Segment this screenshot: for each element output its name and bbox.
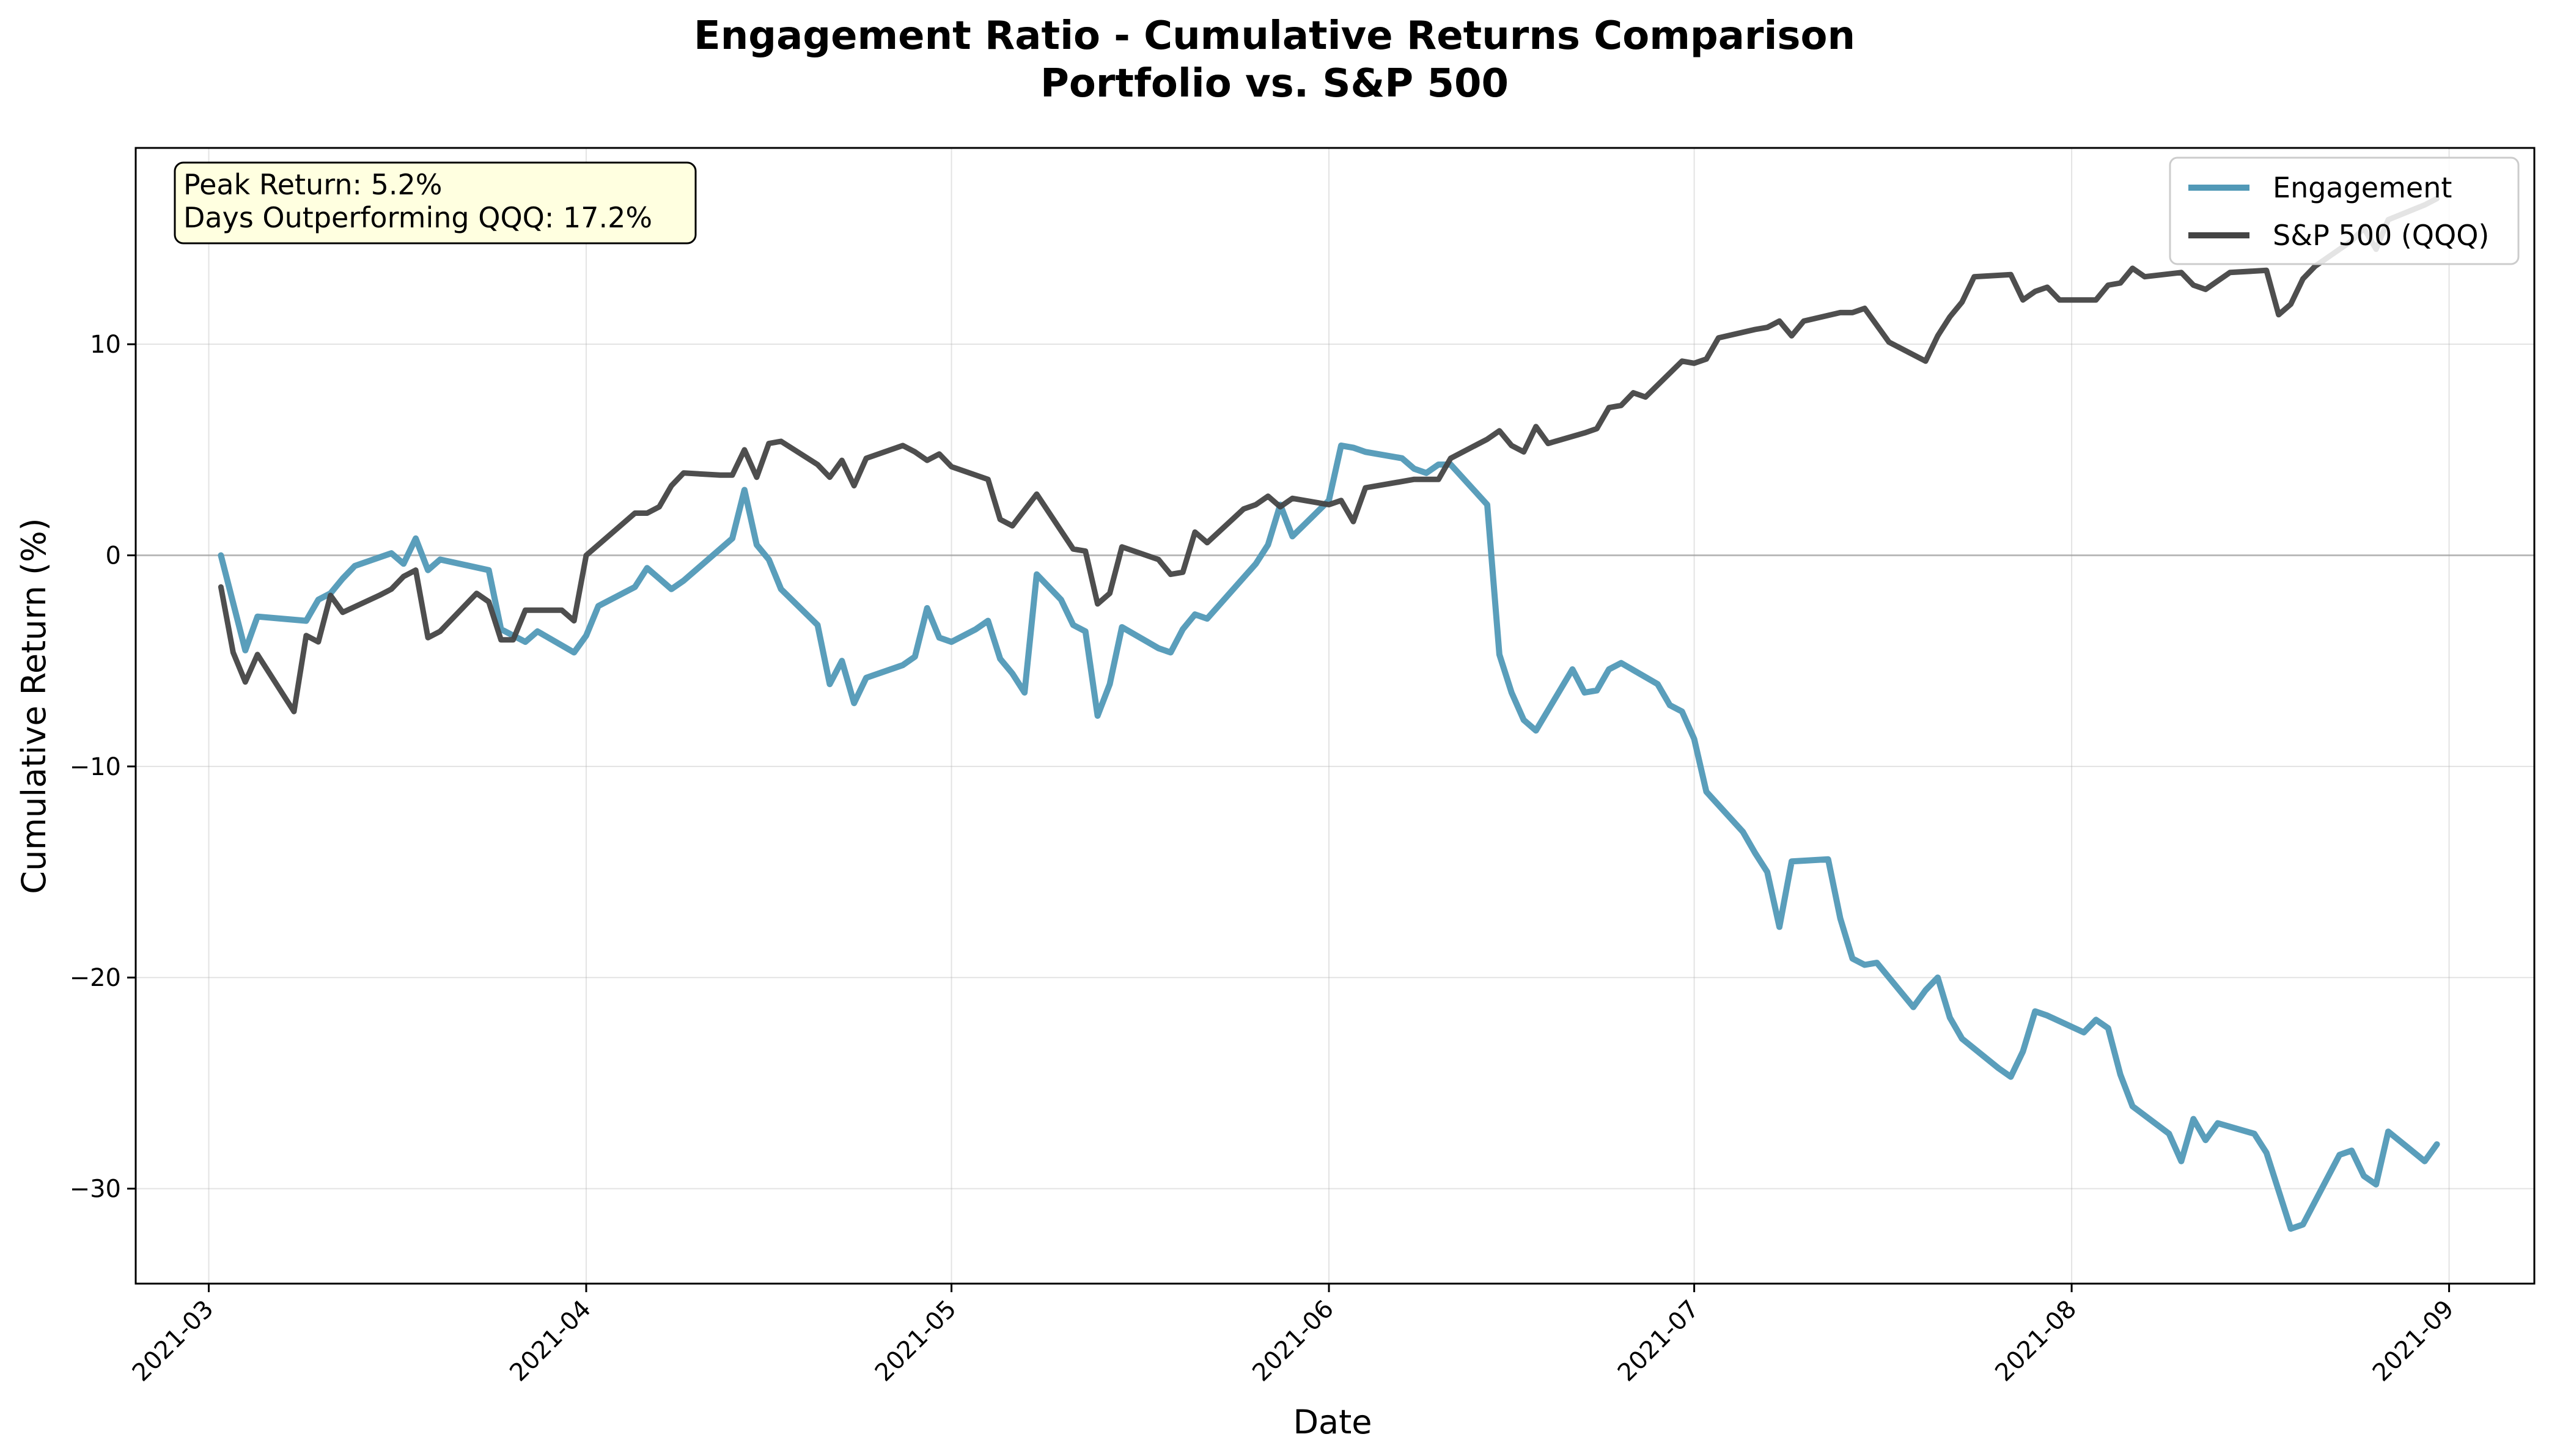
annotation-days-outperforming: Days Outperforming QQQ: 17.2% bbox=[183, 201, 652, 234]
legend-label-engagement: Engagement bbox=[2273, 171, 2452, 204]
chart-title: Engagement Ratio - Cumulative Returns Co… bbox=[694, 13, 1855, 59]
series-line-sp500 bbox=[218, 196, 2440, 715]
series-line-engagement bbox=[218, 442, 2440, 1232]
y-tick-label: −20 bbox=[70, 964, 121, 992]
plot-frame bbox=[134, 147, 2536, 1285]
y-tick-label: −10 bbox=[70, 753, 121, 781]
series-layer bbox=[218, 196, 2440, 1232]
y-tick-label: 0 bbox=[106, 542, 121, 570]
y-axis-label: Cumulative Return (%) bbox=[15, 518, 53, 894]
legend-box bbox=[2169, 156, 2520, 265]
x-axis-label: Date bbox=[1293, 1403, 1372, 1441]
y-tick-label: −30 bbox=[70, 1175, 121, 1204]
annotation-background bbox=[174, 161, 697, 245]
annotation-box: Peak Return: 5.2% Days Outperforming QQQ… bbox=[174, 161, 697, 245]
annotation-peak-return: Peak Return: 5.2% bbox=[183, 168, 442, 201]
y-tick-label: 10 bbox=[90, 331, 121, 359]
chart-subtitle: Portfolio vs. S&P 500 bbox=[1040, 61, 1509, 106]
legend: Engagement S&P 500 (QQQ) bbox=[2169, 156, 2520, 265]
y-axis: −30 −20 −10 0 10 bbox=[70, 331, 136, 1204]
legend-label-sp500: S&P 500 (QQQ) bbox=[2273, 219, 2489, 252]
